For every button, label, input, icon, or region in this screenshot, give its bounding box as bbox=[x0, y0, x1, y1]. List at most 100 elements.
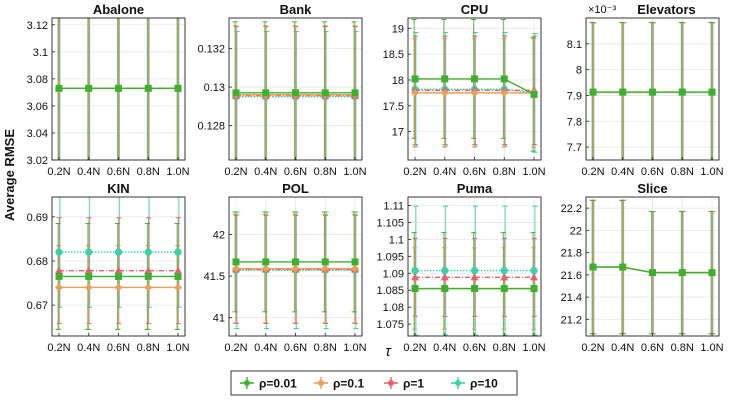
series-group bbox=[411, 19, 538, 153]
xtick-label: 0.6N bbox=[107, 166, 130, 178]
point-marker bbox=[678, 269, 686, 277]
point-marker bbox=[262, 89, 270, 97]
panels: 3.023.043.063.083.13.120.2N 0.4N 0.6N 0.8N 1… bbox=[27, 2, 724, 354]
point-marker bbox=[174, 283, 182, 292]
legend-box bbox=[230, 370, 518, 396]
xtick-label: 0.2N bbox=[403, 166, 426, 178]
point-marker bbox=[84, 283, 93, 292]
point-marker bbox=[144, 266, 153, 274]
ytick-label: 22.2 bbox=[561, 203, 582, 215]
series-group bbox=[589, 21, 716, 160]
legend-entry-r1: ρ=1 bbox=[384, 377, 424, 391]
ytick-label: 1.11 bbox=[383, 200, 404, 212]
point-marker bbox=[649, 88, 656, 96]
point-marker bbox=[292, 89, 299, 97]
point-marker bbox=[530, 90, 538, 98]
point-marker bbox=[174, 266, 182, 274]
point-marker bbox=[500, 285, 508, 293]
point-marker bbox=[470, 266, 479, 275]
point-marker bbox=[232, 258, 240, 266]
xtick-label: 0.4N bbox=[254, 166, 277, 178]
ytick-label: 8.1 bbox=[567, 39, 582, 51]
legend-marker bbox=[318, 380, 324, 386]
point-marker bbox=[500, 273, 509, 281]
point-marker bbox=[144, 84, 152, 92]
panel-title: CPU bbox=[461, 2, 488, 17]
point-marker bbox=[321, 264, 330, 273]
ytick-label: 7.9 bbox=[567, 90, 582, 102]
point-marker bbox=[411, 266, 419, 275]
xtick-label: 1.0N bbox=[166, 342, 189, 354]
xtick-label: 0.8N bbox=[671, 342, 694, 354]
legend-entry-r01: ρ=0.1 bbox=[314, 377, 364, 391]
series-group bbox=[411, 205, 538, 336]
legend-label: ρ=0.1 bbox=[333, 377, 364, 391]
legend-marker bbox=[455, 380, 461, 386]
point-marker bbox=[321, 258, 329, 266]
point-marker bbox=[470, 88, 479, 97]
xtick-label: 0.6N bbox=[641, 342, 664, 354]
ytick-label: 8 bbox=[576, 65, 582, 77]
point-marker bbox=[85, 84, 93, 92]
xtick-label: 0.8N bbox=[314, 342, 337, 354]
point-marker bbox=[174, 84, 182, 92]
xtick-label: 0.4N bbox=[433, 166, 456, 178]
xtick-label: 0.2N bbox=[581, 342, 604, 354]
point-marker bbox=[441, 75, 449, 83]
xtick-label: 0.4N bbox=[611, 342, 634, 354]
y-axis-label: Average RMSE bbox=[2, 129, 17, 221]
xtick-label: 0.4N bbox=[433, 342, 456, 354]
xtick-label: 0.2N bbox=[224, 342, 247, 354]
point-marker bbox=[708, 269, 716, 277]
xtick-label: 1.0N bbox=[343, 166, 366, 178]
point-marker bbox=[500, 75, 508, 83]
xtick-label: 1.0N bbox=[700, 166, 723, 178]
point-marker bbox=[471, 75, 478, 83]
ytick-label: 3.08 bbox=[27, 74, 48, 86]
point-marker bbox=[678, 88, 686, 96]
xtick-label: 0.4N bbox=[611, 166, 634, 178]
panel-title: Bank bbox=[280, 2, 313, 17]
xtick-label: 0.6N bbox=[107, 342, 130, 354]
xtick-label: 0.4N bbox=[77, 166, 100, 178]
ytick-label: 0.68 bbox=[27, 256, 48, 268]
xtick-label: 0.8N bbox=[137, 342, 160, 354]
legend-label: ρ=1 bbox=[403, 377, 424, 391]
legend-label: ρ=10 bbox=[470, 377, 498, 391]
ytick-label: 0.69 bbox=[27, 212, 48, 224]
point-marker bbox=[411, 75, 419, 83]
point-marker bbox=[262, 258, 270, 266]
ytick-label: 21.2 bbox=[561, 314, 582, 326]
series-group bbox=[232, 211, 359, 330]
xtick-label: 0.6N bbox=[641, 166, 664, 178]
point-marker bbox=[500, 88, 509, 97]
point-marker bbox=[440, 273, 449, 281]
ytick-label: 3.02 bbox=[27, 155, 48, 167]
ytick-label: 41.5 bbox=[204, 271, 225, 283]
point-marker bbox=[55, 272, 63, 280]
xtick-label: 0.6N bbox=[284, 342, 307, 354]
point-marker bbox=[351, 264, 359, 273]
point-marker bbox=[291, 264, 300, 273]
ytick-label: 1.08 bbox=[383, 302, 404, 314]
point-marker bbox=[232, 89, 240, 97]
xtick-label: 0.2N bbox=[47, 166, 70, 178]
point-marker bbox=[115, 84, 122, 92]
ytick-label: 0.13 bbox=[204, 82, 225, 94]
axis-exponent: ×10⁻³ bbox=[588, 4, 616, 16]
point-marker bbox=[114, 248, 123, 256]
xtick-label: 1.0N bbox=[522, 342, 545, 354]
point-marker bbox=[144, 283, 153, 292]
point-marker bbox=[144, 248, 152, 256]
point-marker bbox=[232, 264, 240, 273]
panel-cpu: 17 17.5 18 18.5 19 0.2N 0.4N 0.6N 0.8N 1.0N CPU bbox=[383, 2, 546, 178]
xtick-label: 0.2N bbox=[224, 166, 247, 178]
legend-marker bbox=[388, 380, 394, 386]
point-marker bbox=[440, 88, 449, 97]
legend-entry-r001: ρ=0.01 bbox=[240, 377, 297, 391]
ytick-label: 21.8 bbox=[561, 248, 582, 260]
point-marker bbox=[55, 248, 63, 256]
xtick-label: 0.2N bbox=[47, 342, 70, 354]
ytick-label: 7.8 bbox=[567, 116, 582, 128]
point-marker bbox=[321, 89, 329, 97]
